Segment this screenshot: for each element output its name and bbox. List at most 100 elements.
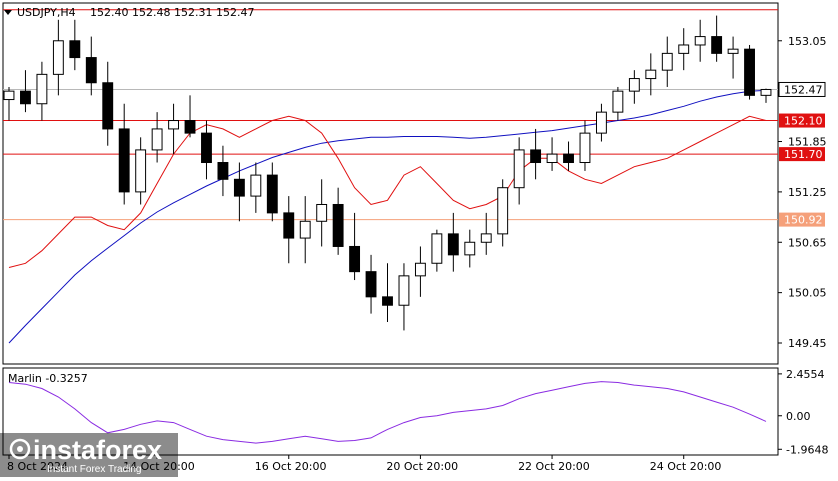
- chart-frame: [2, 2, 779, 456]
- candle: [579, 120, 591, 171]
- watermark-brand: instaforex: [33, 435, 162, 465]
- candle-body-bull: [760, 88, 772, 96]
- time-tick-label: 14 Oct 20:00: [123, 460, 195, 473]
- chart-header: USDJPY,H4 152.40 152.48 152.31 152.47 Ma…: [4, 6, 254, 385]
- candle-body-bear: [711, 36, 723, 54]
- candle: [283, 196, 295, 264]
- level-price-box: [779, 113, 825, 128]
- indicator-panel-border: [2, 367, 779, 456]
- candle-body-bull: [661, 52, 673, 71]
- candle: [168, 103, 180, 155]
- candle: [497, 179, 509, 247]
- candle: [201, 120, 212, 180]
- price-tick-label: 150.65: [788, 236, 827, 249]
- candle: [612, 86, 624, 121]
- candle-body-bear: [201, 132, 212, 164]
- candle-body-bear: [283, 212, 295, 239]
- candle-body-bear: [20, 90, 31, 105]
- price-tick-label: 149.45: [788, 337, 827, 350]
- candle-body-bear: [184, 120, 196, 134]
- candle-body-bull: [694, 36, 706, 46]
- marlin-indicator: 2.4554 0.00 -1.9648: [8, 368, 828, 456]
- candle-body-bull: [546, 153, 558, 164]
- candle-body-bear: [102, 82, 114, 130]
- ma-line-blue: [8, 89, 767, 344]
- level-price-box: [779, 212, 825, 227]
- watermark-ring: [9, 438, 31, 460]
- watermark-dot: [17, 446, 23, 452]
- candle: [266, 162, 278, 222]
- candle-body-bear: [563, 153, 574, 164]
- candle-body-bear: [217, 162, 229, 180]
- candle-body-bull: [316, 203, 328, 222]
- candle-body-bear: [85, 57, 97, 84]
- candle-body-bear: [349, 245, 361, 273]
- candle: [414, 246, 426, 297]
- candle-body-bull: [645, 69, 657, 80]
- marlin-line: [8, 381, 767, 444]
- candle: [69, 19, 81, 71]
- candle: [52, 19, 64, 96]
- candle-body-bull: [250, 174, 262, 197]
- candle-body-bull: [612, 90, 624, 113]
- candle: [382, 263, 393, 323]
- candle: [102, 61, 114, 146]
- candle-body-bear: [447, 233, 459, 256]
- moving-averages: [8, 89, 767, 344]
- time-tick-label: 8 Oct 2024: [7, 460, 68, 473]
- candle-body-bear: [365, 271, 377, 298]
- candle: [233, 162, 245, 222]
- time-axis: 8 Oct 2024 14 Oct 20:00 16 Oct 20:00 20 Oct…: [7, 455, 721, 473]
- current-price-label: 152.47: [784, 83, 823, 96]
- candle: [217, 145, 229, 197]
- time-tick-label: 16 Oct 20:00: [255, 460, 327, 473]
- candle-body-bull: [135, 149, 147, 193]
- candle: [711, 15, 723, 62]
- candle: [332, 187, 344, 255]
- candle: [36, 61, 48, 121]
- candle: [678, 28, 690, 71]
- candle: [530, 128, 542, 180]
- candle: [464, 229, 476, 268]
- candle-body-bear: [382, 296, 393, 306]
- candle: [546, 137, 558, 171]
- candle-body-bear: [530, 149, 542, 164]
- candle-body-bull: [579, 132, 591, 164]
- level-price-box: [779, 147, 825, 162]
- instaforex-icon: [9, 438, 31, 460]
- candle: [85, 36, 97, 96]
- candle: [3, 86, 15, 121]
- candle-body-bull: [431, 233, 443, 264]
- candle: [431, 229, 443, 272]
- chart-title: USDJPY,H4: [17, 6, 76, 19]
- candle: [151, 112, 163, 163]
- candle: [250, 162, 262, 213]
- candle-body-bull: [151, 128, 163, 151]
- candle: [760, 88, 772, 103]
- price-tick-label: 151.85: [788, 136, 827, 149]
- candle: [184, 95, 196, 138]
- candle-body-bull: [727, 48, 739, 54]
- price-tick-label: 151.25: [788, 186, 827, 199]
- candle-body-bull: [628, 78, 640, 92]
- watermark-backdrop: [0, 433, 178, 477]
- candle: [513, 137, 525, 205]
- price-tick-label: 153.05: [788, 35, 827, 48]
- level-price-label: 152.10: [784, 115, 823, 128]
- candle: [628, 70, 640, 104]
- ohlc-readout: 152.40 152.48 152.31 152.47: [90, 6, 254, 19]
- indicator-tick-label: 2.4554: [786, 368, 825, 381]
- candle: [316, 179, 328, 247]
- candle-body-bull: [299, 220, 311, 239]
- level-price-label: 151.70: [784, 148, 823, 161]
- candle: [20, 70, 31, 113]
- indicator-tick-label: -1.9648: [786, 443, 828, 456]
- price-tick-label: 150.05: [788, 287, 827, 300]
- candle: [595, 103, 607, 142]
- candle: [645, 53, 657, 96]
- candle: [398, 263, 410, 331]
- candle: [694, 19, 706, 62]
- symbol-menu-icon[interactable]: [4, 10, 12, 15]
